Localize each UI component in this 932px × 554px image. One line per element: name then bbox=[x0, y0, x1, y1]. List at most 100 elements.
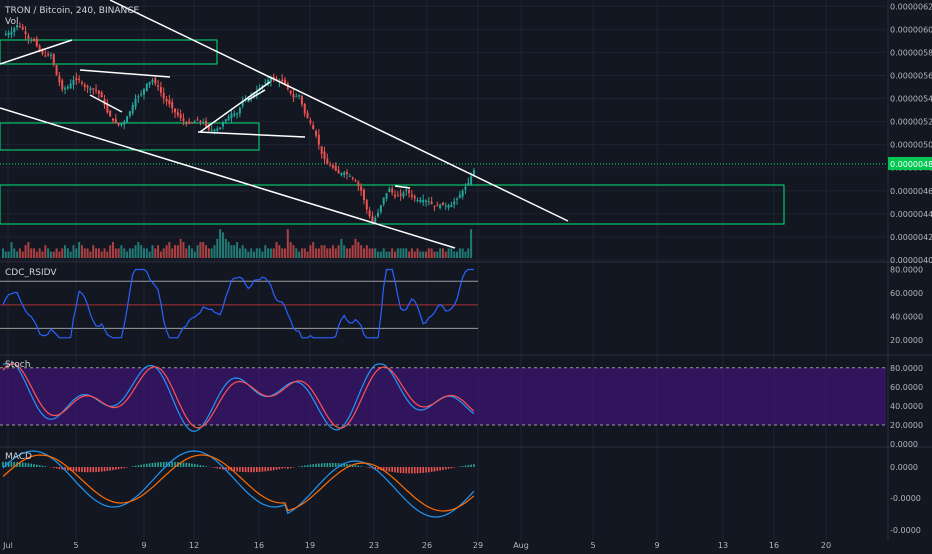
candle-body bbox=[92, 88, 94, 89]
candle-body bbox=[129, 111, 131, 116]
volume-bar bbox=[335, 248, 337, 258]
candle-body bbox=[292, 94, 294, 97]
volume-bar bbox=[363, 248, 365, 258]
volume-bar bbox=[464, 252, 466, 258]
candle-body bbox=[194, 122, 196, 123]
macd-histogram-bar bbox=[87, 467, 89, 472]
macd-histogram-bar bbox=[293, 467, 295, 468]
volume-bar bbox=[104, 248, 106, 258]
volume-bar bbox=[126, 252, 128, 258]
volume-bar bbox=[388, 252, 390, 258]
volume-bar bbox=[295, 248, 297, 258]
volume-bar bbox=[33, 248, 35, 258]
volume-bar bbox=[137, 242, 139, 258]
macd-histogram-bar bbox=[434, 467, 436, 471]
volume-bar bbox=[264, 245, 266, 258]
candle-body bbox=[377, 213, 379, 217]
volume-bar bbox=[374, 248, 376, 258]
volume-bar bbox=[394, 252, 396, 258]
macd-histogram-bar bbox=[239, 467, 241, 472]
candle-body bbox=[199, 121, 201, 122]
volume-bar bbox=[287, 229, 289, 258]
volume-bar bbox=[343, 245, 345, 258]
volume-bar bbox=[448, 248, 450, 258]
candle-body bbox=[233, 114, 235, 116]
candle-body bbox=[323, 152, 325, 159]
volume-bar bbox=[422, 252, 424, 258]
volume-bar bbox=[222, 232, 224, 258]
time-tick-label: 19 bbox=[305, 541, 315, 550]
volume-bar bbox=[386, 252, 388, 258]
candle-body bbox=[84, 85, 86, 87]
candle-body bbox=[109, 111, 111, 117]
volume-bar bbox=[425, 252, 427, 258]
rsi-tick-label: 40.0000 bbox=[890, 313, 923, 322]
macd-histogram-bar bbox=[157, 462, 159, 467]
volume-bar bbox=[182, 242, 184, 258]
volume-bar bbox=[177, 245, 179, 258]
candle-body bbox=[112, 118, 114, 120]
volume-label: Vol bbox=[5, 17, 18, 27]
volume-bar bbox=[205, 245, 207, 258]
time-tick-label: 13 bbox=[718, 541, 728, 550]
macd-histogram-bar bbox=[73, 467, 75, 471]
candle-body bbox=[467, 183, 469, 185]
candle-body bbox=[166, 99, 168, 101]
macd-histogram-bar bbox=[30, 464, 32, 467]
volume-bar bbox=[197, 245, 199, 258]
stoch-band bbox=[0, 368, 886, 425]
candle-body bbox=[369, 210, 371, 216]
volume-bar bbox=[301, 248, 303, 258]
candle-body bbox=[433, 206, 435, 207]
volume-bar bbox=[439, 248, 441, 258]
candle-body bbox=[5, 34, 7, 35]
volume-bar bbox=[101, 252, 103, 258]
candle-body bbox=[47, 54, 49, 55]
volume-bar bbox=[332, 245, 334, 258]
volume-bar bbox=[417, 248, 419, 258]
candle-body bbox=[388, 189, 390, 193]
candle-body bbox=[149, 82, 151, 85]
volume-bar bbox=[450, 248, 452, 258]
candle-body bbox=[338, 170, 340, 174]
volume-bar bbox=[208, 248, 210, 258]
volume-bar bbox=[188, 245, 190, 258]
candle-body bbox=[315, 131, 317, 135]
macd-histogram-bar bbox=[205, 466, 207, 467]
volume-bar bbox=[120, 245, 122, 258]
candle-body bbox=[78, 79, 80, 80]
candle-body bbox=[151, 80, 153, 82]
macd-histogram-bar bbox=[436, 467, 438, 471]
volume-bar bbox=[357, 242, 359, 258]
macd-histogram-bar bbox=[414, 467, 416, 473]
candle-body bbox=[168, 100, 170, 104]
macd-histogram-bar bbox=[146, 464, 148, 467]
volume-bar bbox=[78, 242, 80, 258]
candle-body bbox=[230, 114, 232, 119]
candle-body bbox=[357, 182, 359, 186]
volume-bar bbox=[408, 252, 410, 258]
volume-bar bbox=[245, 248, 247, 258]
candle-body bbox=[87, 86, 89, 88]
candle-body bbox=[22, 27, 24, 30]
volume-bar bbox=[453, 252, 455, 258]
macd-histogram-bar bbox=[33, 464, 35, 467]
candle-body bbox=[143, 89, 145, 95]
volume-bar bbox=[70, 252, 72, 258]
volume-bar bbox=[81, 245, 83, 258]
candle-body bbox=[101, 92, 103, 97]
macd-histogram-bar bbox=[273, 467, 275, 470]
macd-histogram-bar bbox=[253, 467, 255, 472]
volume-bar bbox=[414, 252, 416, 258]
macd-histogram-bar bbox=[242, 467, 244, 472]
volume-bar bbox=[87, 248, 89, 258]
macd-histogram-bar bbox=[149, 463, 151, 467]
volume-bar bbox=[284, 248, 286, 258]
volume-bar bbox=[19, 248, 21, 258]
